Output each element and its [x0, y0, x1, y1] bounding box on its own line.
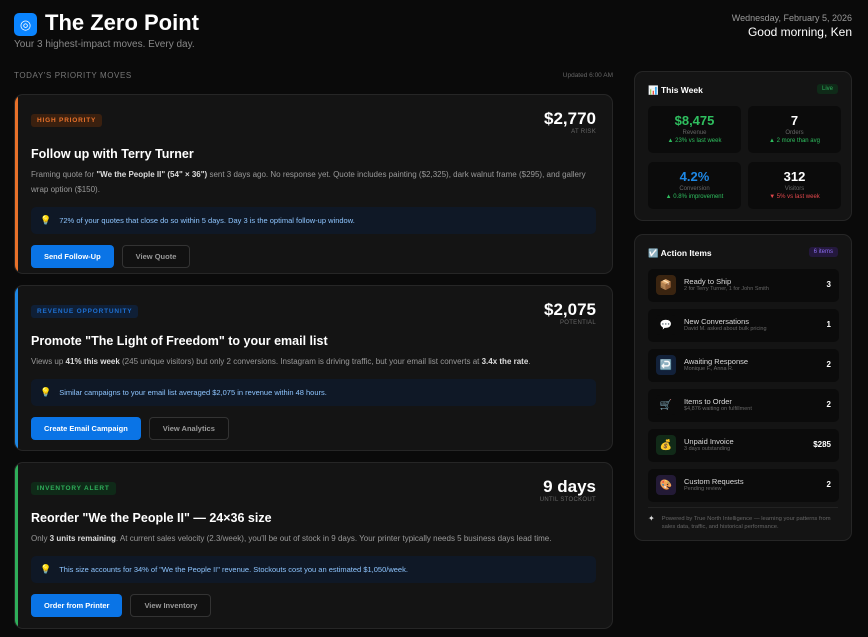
- priority-card-email-promo: REVENUE OPPORTUNITY $2,075 POTENTIAL Prom…: [14, 285, 613, 451]
- money-bag-icon: 💰: [656, 435, 676, 455]
- item-count: 1: [826, 320, 831, 329]
- create-email-campaign-button[interactable]: Create Email Campaign: [31, 417, 141, 440]
- panel-title: ☑️ Action Items: [648, 248, 712, 258]
- updated-time: Updated 6:00 AM: [562, 72, 613, 79]
- current-date: Wednesday, February 5, 2026: [731, 13, 852, 23]
- item-subtitle: Monique F., Anna R.: [684, 366, 734, 372]
- priority-badge: INVENTORY ALERT: [31, 482, 116, 495]
- stat-delta: ▲ 2 more than avg: [769, 138, 820, 144]
- card-description: Only 3 units remaining. At current sales…: [31, 534, 552, 543]
- stat-label: Revenue: [682, 130, 707, 136]
- item-title: Items to Order: [684, 397, 732, 406]
- amount-label: POTENTIAL: [559, 320, 596, 326]
- stat-label: Conversion: [679, 186, 710, 192]
- target-icon: ◎: [14, 13, 37, 36]
- priority-badge: REVENUE OPPORTUNITY: [31, 305, 139, 318]
- stat-delta: ▲ 0.8% improvement: [665, 194, 724, 200]
- stat-label: Visitors: [784, 186, 805, 192]
- stat-tile-conversion: 4.2% Conversion ▲ 0.8% improvement: [648, 162, 741, 209]
- amount-label: UNTIL STOCKOUT: [539, 497, 596, 503]
- item-count: 2: [826, 400, 831, 409]
- stat-value: 7: [790, 113, 799, 128]
- item-title: Unpaid Invoice: [684, 437, 734, 446]
- card-title: Reorder "We the People II" — 24×36 size: [31, 511, 272, 525]
- item-count: 2: [826, 480, 831, 489]
- insight-tip: 💡 72% of your quotes that close do so wit…: [31, 207, 596, 234]
- priority-card-inventory: INVENTORY ALERT 9 days UNTIL STOCKOUT Reo…: [14, 462, 613, 629]
- insight-tip: 💡 Similar campaigns to your email list av…: [31, 379, 596, 406]
- stat-delta: ▼ 5% vs last week: [769, 194, 820, 200]
- send-follow-up-button[interactable]: Send Follow-Up: [31, 245, 114, 268]
- priority-card-follow-up: HIGH PRIORITY $2,770 AT RISK Follow up wi…: [14, 94, 613, 274]
- action-item-new-conversations[interactable]: 💬 New Conversations David M. asked about b…: [648, 309, 839, 342]
- item-title: Awaiting Response: [684, 357, 749, 366]
- stat-tile-revenue: $8,475 Revenue ▲ 23% vs last week: [648, 106, 741, 153]
- stat-tile-visitors: 312 Visitors ▼ 5% vs last week: [748, 162, 841, 209]
- priority-badge: HIGH PRIORITY: [31, 114, 103, 127]
- item-title: Custom Requests: [684, 477, 744, 486]
- greeting: Good morning, Ken: [747, 25, 852, 39]
- section-label: TODAY'S PRIORITY MOVES: [14, 71, 132, 80]
- stat-value: $8,475: [674, 113, 715, 128]
- order-from-printer-button[interactable]: Order from Printer: [31, 594, 123, 617]
- chat-bubble-icon: 💬: [656, 315, 676, 335]
- action-item-awaiting-response[interactable]: ↩️ Awaiting Response Monique F., Anna R. 2: [648, 349, 839, 382]
- action-item-items-to-order[interactable]: 🛒 Items to Order $4,876 waiting on fulfill…: [648, 389, 839, 422]
- live-badge: Live: [816, 84, 838, 94]
- amount-value: 9 days: [543, 477, 596, 496]
- stat-value: 4.2%: [679, 169, 710, 184]
- powered-by-note: ✦ Powered by True North Intelligence — le…: [648, 507, 838, 531]
- stat-tile-orders: 7 Orders ▲ 2 more than avg: [748, 106, 841, 153]
- panel-title: 📊 This Week: [648, 85, 703, 95]
- item-count: 2: [826, 360, 831, 369]
- package-icon: 📦: [656, 275, 676, 295]
- shopping-cart-icon: 🛒: [656, 395, 676, 415]
- amount-value: $2,075: [544, 300, 596, 319]
- action-item-custom-requests[interactable]: 🎨 Custom Requests Pending review 2: [648, 469, 839, 502]
- item-title: Ready to Ship: [684, 277, 732, 286]
- stat-delta: ▲ 23% vs last week: [667, 138, 722, 144]
- item-count: $285: [813, 440, 831, 449]
- lightbulb-icon: 💡: [40, 215, 52, 225]
- insight-tip: 💡 This size accounts for 34% of "We the P…: [31, 556, 596, 583]
- action-items-panel: ☑️ Action Items 6 items 📦 Ready to Ship 2 …: [634, 234, 852, 541]
- this-week-panel: 📊 This Week Live $8,475 Revenue ▲ 23% vs l…: [634, 71, 852, 221]
- card-description: Views up 41% this week (245 unique visit…: [31, 357, 531, 366]
- action-item-ready-to-ship[interactable]: 📦 Ready to Ship 2 for Terry Turner, 1 for …: [648, 269, 839, 302]
- stat-label: Orders: [785, 130, 804, 136]
- view-analytics-button[interactable]: View Analytics: [148, 417, 229, 440]
- item-subtitle: David M. asked about bulk pricing: [684, 326, 767, 332]
- action-item-unpaid-invoice[interactable]: 💰 Unpaid Invoice 3 days outstanding $285: [648, 429, 839, 462]
- app-title: The Zero Point: [45, 10, 199, 35]
- card-title: Promote "The Light of Freedom" to your e…: [31, 334, 328, 348]
- item-subtitle: 2 for Terry Turner, 1 for John Smith: [684, 286, 769, 292]
- reply-arrow-icon: ↩️: [656, 355, 676, 375]
- items-count-badge: 6 items: [808, 247, 838, 257]
- lightbulb-icon: 💡: [40, 564, 52, 574]
- amount-value: $2,770: [544, 109, 596, 128]
- palette-icon: 🎨: [656, 475, 676, 495]
- view-quote-button[interactable]: View Quote: [121, 245, 191, 268]
- item-title: New Conversations: [684, 317, 750, 326]
- app-subtitle: Your 3 highest-impact moves. Every day.: [14, 39, 195, 50]
- item-subtitle: Pending review: [684, 486, 722, 492]
- item-subtitle: $4,876 waiting on fulfillment: [684, 406, 752, 412]
- card-description: Framing quote for "We the People II" (54…: [31, 170, 586, 194]
- card-title: Follow up with Terry Turner: [31, 147, 194, 161]
- view-inventory-button[interactable]: View Inventory: [130, 594, 212, 617]
- item-count: 3: [826, 280, 831, 289]
- lightbulb-icon: 💡: [40, 387, 52, 397]
- item-subtitle: 3 days outstanding: [684, 446, 731, 452]
- sparkle-icon: ✦: [648, 514, 655, 523]
- stat-value: 312: [783, 169, 806, 184]
- amount-label: AT RISK: [571, 129, 596, 135]
